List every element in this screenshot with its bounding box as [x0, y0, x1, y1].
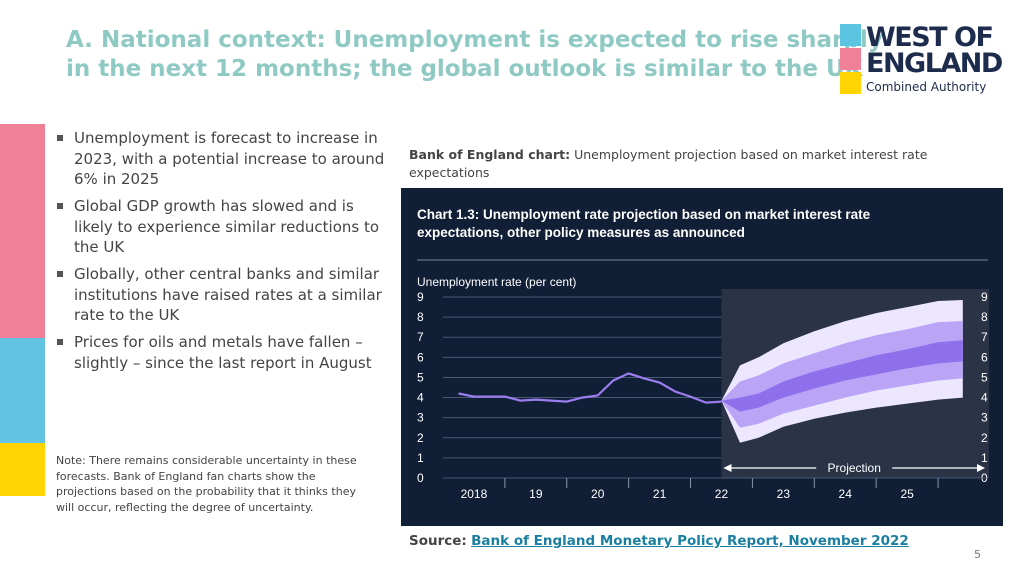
y-tick-label-right: 7 — [981, 330, 988, 344]
y-tick-label-right: 1 — [981, 451, 988, 465]
x-tick-label: 2018 — [461, 487, 488, 501]
logo-text-line-2: ENGLAND — [866, 48, 1003, 79]
chart-caption-text: Unemployment projection based on market … — [409, 147, 928, 180]
logo-text-line-3: Combined Authority — [866, 80, 987, 94]
unemployment-fan-chart: Chart 1.3: Unemployment rate projection … — [417, 207, 989, 501]
x-tick-label: 25 — [900, 487, 914, 501]
projection-label-bg — [816, 459, 893, 475]
side-bar-pink — [0, 124, 45, 338]
bullet-item: Globally, other central banks and simila… — [56, 264, 386, 326]
line-series — [458, 372, 722, 404]
x-tick-label: 23 — [777, 487, 791, 501]
y-axis-left: 0 1 2 3 4 5 6 7 8 9 — [417, 290, 424, 485]
y-tick-label-left: 2 — [417, 431, 424, 445]
x-tick-label: 24 — [839, 487, 853, 501]
y-tick-label-left: 3 — [417, 411, 424, 425]
bullet-item: Prices for oils and metals have fallen –… — [56, 332, 386, 373]
bullet-item: Global GDP growth has slowed and is like… — [56, 196, 386, 258]
logo-square-blue — [840, 24, 861, 46]
chart-panel: Chart 1.3: Unemployment rate projection … — [401, 188, 1003, 526]
bullet-text: Globally, other central banks and simila… — [74, 265, 382, 324]
chart-title-line-1: Chart 1.3: Unemployment rate projection … — [417, 207, 871, 222]
fan-band-inner — [706, 340, 963, 412]
y-tick-label-right: 9 — [981, 290, 988, 304]
x-tick-label: 21 — [653, 487, 667, 501]
logo-square-pink — [840, 48, 861, 70]
y-tick-label-left: 5 — [417, 370, 424, 384]
x-tick-label: 20 — [591, 487, 605, 501]
arrow-right-icon — [977, 464, 985, 472]
bullet-text: Prices for oils and metals have fallen –… — [74, 333, 372, 372]
uncertainty-note: Note: There remains considerable uncerta… — [56, 454, 357, 514]
chart-title-line-2: expectations, other policy measures as a… — [417, 225, 745, 240]
square-bullet-icon — [57, 203, 63, 209]
chart-caption: Bank of England chart: Unemployment proj… — [409, 146, 979, 182]
x-tick-label: 22 — [715, 487, 729, 501]
logo-text-line-1: WEST OF — [866, 22, 994, 53]
y-tick-label-right: 5 — [981, 370, 988, 384]
source-link[interactable]: Bank of England Monetary Policy Report, … — [471, 533, 909, 549]
bullet-text: Global GDP growth has slowed and is like… — [74, 197, 380, 256]
side-bar-yellow — [0, 443, 45, 496]
y-tick-label-right: 3 — [981, 411, 988, 425]
y-tick-label-left: 6 — [417, 350, 424, 364]
y-tick-label-left: 9 — [417, 290, 424, 304]
square-bullet-icon — [57, 135, 63, 141]
logo-square-yellow — [840, 72, 861, 94]
unemployment-line — [458, 372, 722, 404]
x-axis: 2018 19 20 21 22 23 24 25 — [443, 477, 989, 501]
bullet-list: Unemployment is forecast to increase in … — [56, 128, 386, 380]
page-number: 5 — [974, 548, 981, 561]
square-bullet-icon — [57, 271, 63, 277]
y-tick-label-left: 0 — [417, 471, 424, 485]
y-tick-label-right: 2 — [981, 431, 988, 445]
bullet-text: Unemployment is forecast to increase in … — [74, 129, 385, 188]
page-title-line-1: A. National context: Unemployment is exp… — [66, 27, 883, 53]
projection-label: Projection — [828, 461, 881, 475]
chart-caption-label: Bank of England chart: — [409, 147, 571, 162]
page-title: A. National context: Unemployment is exp… — [66, 26, 883, 84]
y-tick-label-left: 7 — [417, 330, 424, 344]
west-of-england-logo: WEST OF ENGLAND Combined Authority — [840, 24, 1010, 96]
y-tick-label-right: 6 — [981, 350, 988, 364]
projection-arrow: Projection — [723, 459, 985, 475]
square-bullet-icon — [57, 339, 63, 345]
source-line: Source: Bank of England Monetary Policy … — [409, 533, 909, 549]
source-label: Source: — [409, 533, 467, 549]
bullet-item: Unemployment is forecast to increase in … — [56, 128, 386, 190]
y-tick-label-left: 1 — [417, 451, 424, 465]
page-title-line-2: in the next 12 months; the global outloo… — [66, 56, 863, 82]
chart-ylabel: Unemployment rate (per cent) — [417, 275, 576, 289]
y-tick-label-left: 8 — [417, 310, 424, 324]
side-bar-blue — [0, 338, 45, 443]
y-tick-label-left: 4 — [417, 391, 424, 405]
arrow-left-icon — [723, 464, 732, 472]
y-tick-label-right: 8 — [981, 310, 988, 324]
fan-bands — [706, 300, 963, 443]
y-tick-label-right: 4 — [981, 391, 988, 405]
x-tick-label: 19 — [529, 487, 543, 501]
